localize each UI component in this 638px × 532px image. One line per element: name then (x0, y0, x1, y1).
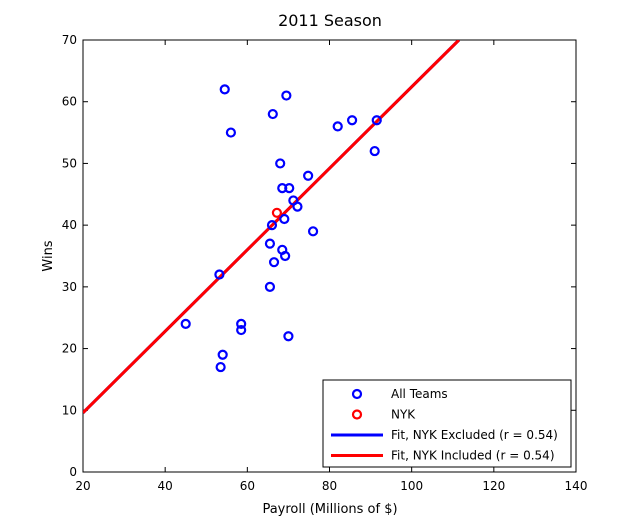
y-tick-label: 50 (62, 156, 77, 170)
legend-swatch-nyk (351, 409, 363, 420)
x-axis-label: Payroll (Millions of $) (262, 502, 397, 517)
x-tick-label: 100 (400, 479, 423, 493)
point-all-teams (236, 318, 247, 329)
legend: All Teams NYK Fit, NYK Excluded (r = 0.54)… (322, 379, 572, 468)
y-tick-label: 40 (62, 218, 77, 232)
fit-lines (83, 40, 460, 414)
point-all-teams (332, 121, 343, 132)
x-tick-label: 60 (240, 479, 255, 493)
y-tick-label: 10 (62, 403, 77, 417)
x-tick-label: 40 (158, 479, 173, 493)
point-nyk (271, 207, 283, 218)
point-all-teams (225, 127, 236, 138)
point-all-teams (266, 220, 278, 231)
point-all-teams (346, 115, 358, 126)
point-all-teams (275, 158, 286, 169)
x-tick-label: 140 (565, 479, 588, 493)
legend-box (322, 379, 572, 468)
point-all-teams (303, 170, 314, 181)
point-all-teams (264, 238, 276, 249)
point-all-teams (283, 331, 294, 342)
point-all-teams (307, 226, 319, 237)
point-all-teams (180, 318, 191, 329)
point-all-teams (284, 183, 295, 194)
point-all-teams (280, 250, 291, 262)
point-all-teams (264, 281, 276, 292)
point-all-teams (267, 108, 278, 120)
legend-label-fit-nyk-included-r-0-54: Fit, NYK Included (r = 0.54) (391, 449, 555, 463)
point-all-teams (215, 361, 226, 373)
point-all-teams (279, 213, 290, 225)
point-all-teams (292, 201, 303, 212)
y-tick-label: 0 (69, 465, 77, 479)
y-tick-label: 30 (62, 280, 77, 294)
point-all-teams (268, 257, 280, 268)
tick-labels: 20 40 60 80 100 120 140 0 10 20 30 40 50 60 70 (62, 33, 588, 493)
x-tick-label: 80 (322, 479, 337, 493)
y-tick-label: 60 (62, 95, 77, 109)
y-axis-label: Wins (41, 240, 56, 271)
legend-label-nyk: NYK (391, 408, 416, 422)
point-all-teams (236, 324, 247, 336)
y-tick-label: 20 (62, 342, 77, 356)
point-all-teams (219, 84, 230, 95)
legend-label-fit-nyk-excluded-r-0-54: Fit, NYK Excluded (r = 0.54) (391, 428, 558, 442)
point-all-teams (371, 115, 382, 126)
data-markers (180, 84, 382, 373)
x-tick-label: 120 (482, 479, 505, 493)
y-tick-label: 70 (62, 33, 77, 47)
point-all-teams (369, 145, 380, 157)
point-all-teams (217, 349, 228, 360)
axis-ticks (82, 39, 577, 473)
point-all-teams (214, 269, 225, 280)
legend-swatch-all-teams (351, 388, 363, 400)
point-all-teams (281, 90, 292, 101)
x-tick-label: 20 (75, 479, 90, 493)
fit-line-2 (83, 40, 460, 414)
chart-title: 2011 Season (278, 11, 382, 30)
legend-label-all-teams: All Teams (391, 387, 448, 401)
